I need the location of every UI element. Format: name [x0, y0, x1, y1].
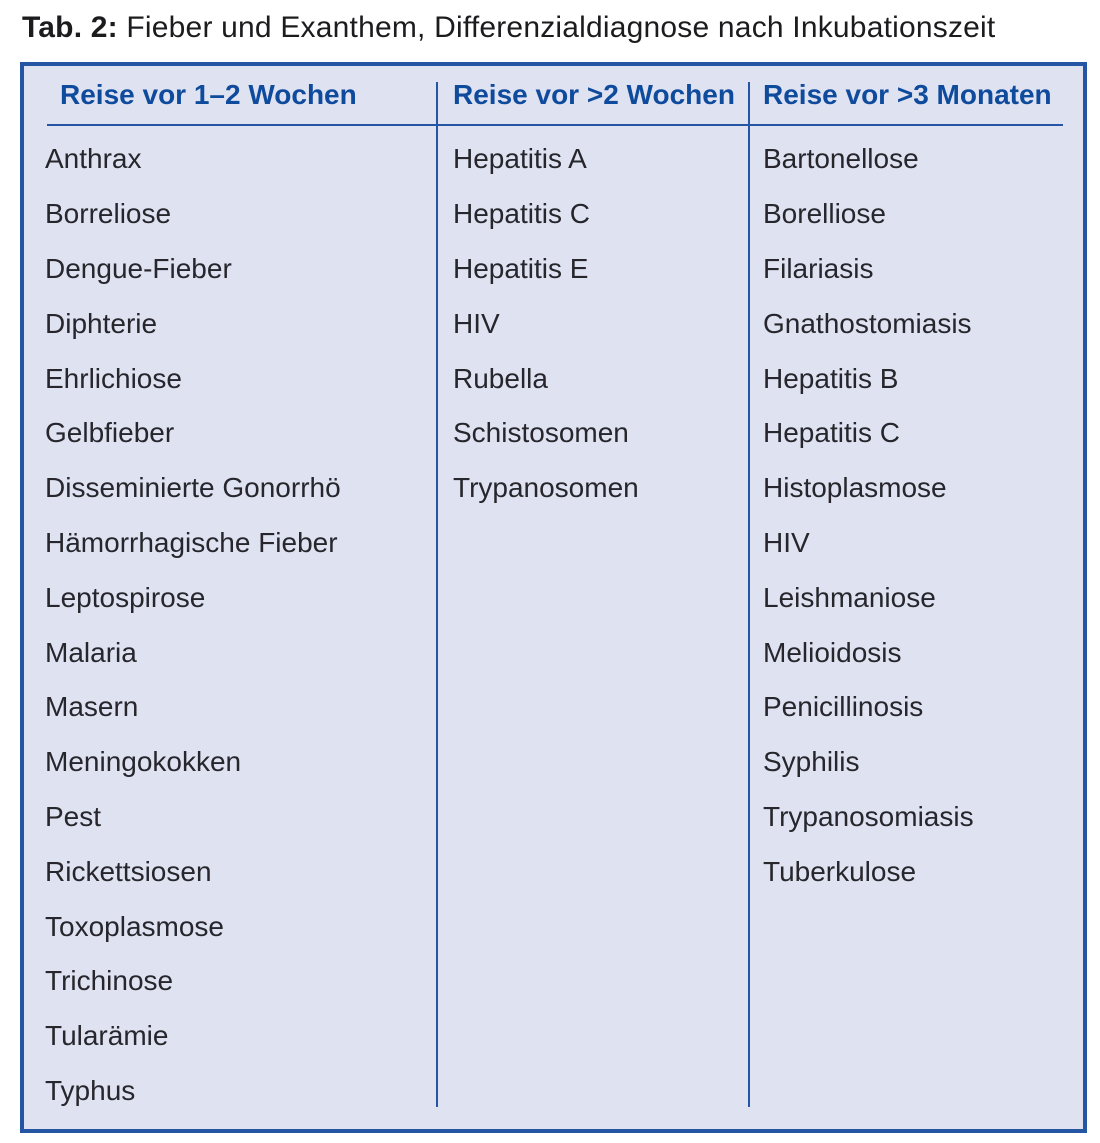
table-item: Bartonellose	[763, 143, 919, 175]
table-item: Gnathostomiasis	[763, 307, 972, 339]
header-underline	[47, 124, 1063, 126]
column-divider-2	[748, 82, 750, 1107]
table-item: Tuberkulose	[763, 855, 917, 887]
table-item: HIV	[453, 307, 500, 339]
table-item: Syphilis	[763, 746, 860, 778]
table-item: Hepatitis C	[763, 417, 900, 449]
table-item: Histoplasmose	[763, 472, 947, 504]
table-body: Anthrax Borreliose Dengue-Fieber Diphterie E…	[24, 126, 1083, 1118]
table-item: Hämorrhagische Fieber	[45, 526, 338, 558]
table-item: Hepatitis A	[453, 143, 587, 175]
column-header-2-wochen: Reise vor >2 Wochen	[453, 79, 735, 110]
table-item: Trichinose	[45, 965, 174, 997]
table-item: Leishmaniose	[763, 581, 936, 613]
column-divider-1	[436, 82, 438, 1107]
table-item: Anthrax	[45, 143, 142, 175]
column-2-wochen: Hepatitis A Hepatitis C Hepatitis E HIV Rube…	[436, 132, 748, 1118]
table-item: Tularämie	[45, 1020, 169, 1052]
table-item: Borreliose	[45, 198, 172, 230]
table-item: Penicillinosis	[763, 691, 924, 723]
column-1-2-wochen: Anthrax Borreliose Dengue-Fieber Diphterie E…	[24, 132, 436, 1118]
table-item: Trypanosomen	[453, 472, 639, 504]
table-item: Ehrlichiose	[45, 362, 182, 394]
table-item: Melioidosis	[763, 636, 902, 668]
table-item: Typhus	[45, 1074, 136, 1106]
table-caption: Tab. 2: Fieber und Exanthem, Differenzia…	[22, 9, 995, 47]
table-item: Pest	[45, 800, 102, 832]
table-item: Dengue-Fieber	[45, 252, 232, 284]
table-header-row: Reise vor 1–2 Wochen Reise vor >2 Wochen…	[24, 66, 1083, 124]
table-item: Rickettsiosen	[45, 855, 212, 887]
table-item: Malaria	[45, 636, 137, 668]
table-item: Trypanosomiasis	[763, 800, 974, 832]
table-item: Leptospirose	[45, 581, 206, 613]
table-caption-label: Tab. 2:	[22, 11, 118, 44]
table-item: Meningokokken	[45, 746, 242, 778]
table-caption-text: Fieber und Exanthem, Differenzialdiagnos…	[117, 11, 996, 44]
table-item: Schistosomen	[453, 417, 629, 449]
column-header-1-2-wochen: Reise vor 1–2 Wochen	[60, 79, 357, 110]
table-item: Disseminierte Gonorrhö	[45, 472, 341, 504]
table-item: Rubella	[453, 362, 548, 394]
table-item: Hepatitis C	[453, 198, 590, 230]
table-item: Borelliose	[763, 198, 886, 230]
table-item: HIV	[763, 526, 810, 558]
diagnosis-table: Reise vor 1–2 Wochen Reise vor >2 Wochen…	[20, 62, 1087, 1133]
table-item: Hepatitis E	[453, 252, 589, 284]
table-item: Diphterie	[45, 307, 158, 339]
table-item: Gelbfieber	[45, 417, 175, 449]
table-item: Masern	[45, 691, 139, 723]
column-header-3-monaten: Reise vor >3 Monaten	[763, 79, 1052, 110]
table-item: Filariasis	[763, 252, 874, 284]
table-item: Hepatitis B	[763, 362, 899, 394]
column-3-monaten: Bartonellose Borelliose Filariasis Gnathost…	[748, 132, 1083, 1118]
table-item: Toxoplasmose	[45, 910, 224, 942]
